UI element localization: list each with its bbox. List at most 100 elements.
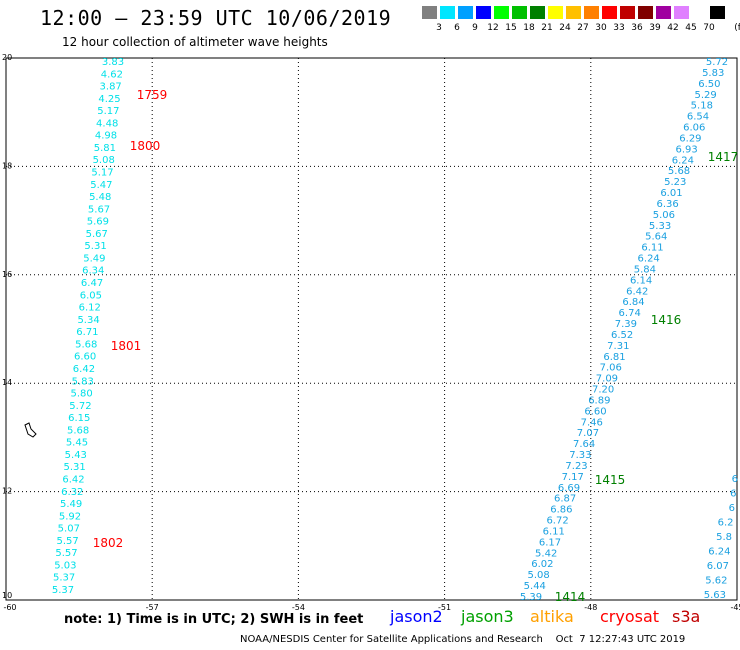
track-value: 6.87 bbox=[554, 494, 576, 505]
track-value: 6.14 bbox=[630, 275, 652, 286]
track-value: 5.49 bbox=[60, 499, 82, 510]
track-time-label: 1801 bbox=[111, 339, 142, 353]
track-value: 5.72 bbox=[706, 57, 728, 68]
lat-tick-label: 14 bbox=[2, 378, 12, 387]
legend-altika: altika bbox=[530, 607, 574, 626]
scale-swatch bbox=[422, 6, 437, 19]
lat-tick-label: 20 bbox=[2, 53, 12, 62]
track-value: 5.8 bbox=[716, 532, 732, 543]
scale-swatch bbox=[692, 6, 707, 19]
track-value: 5.44 bbox=[524, 581, 546, 592]
track-value: 7.33 bbox=[569, 450, 591, 461]
scale-swatch bbox=[566, 6, 581, 19]
track-value: 5.57 bbox=[55, 548, 77, 559]
track-value: 7.09 bbox=[596, 374, 618, 385]
page-subtitle: 12 hour collection of altimeter wave hei… bbox=[62, 35, 328, 49]
scale-label: 24 bbox=[559, 23, 571, 33]
track-value: 6.42 bbox=[73, 364, 95, 375]
track-value: 5.62 bbox=[705, 576, 727, 587]
track-value: 5.64 bbox=[645, 232, 667, 243]
track-value: 6.54 bbox=[687, 112, 709, 123]
track-value: 6.01 bbox=[660, 188, 682, 199]
track-value: 5.67 bbox=[88, 204, 110, 215]
legend-jason2: jason2 bbox=[390, 607, 443, 626]
track-value: 7.23 bbox=[565, 461, 587, 472]
track-value: 6.86 bbox=[550, 505, 572, 516]
track-time-label: 1414 bbox=[555, 590, 586, 604]
scale-swatch bbox=[638, 6, 653, 19]
track-value: 5.03 bbox=[54, 560, 76, 571]
lon-tick-label: -51 bbox=[438, 603, 451, 612]
scale-label: 30 bbox=[595, 23, 607, 33]
track-value: 7.31 bbox=[607, 341, 629, 352]
scale-label: 70 bbox=[703, 23, 715, 33]
track-value: 5.49 bbox=[83, 253, 105, 264]
track-value: 7.17 bbox=[562, 472, 584, 483]
track-value: 5.92 bbox=[59, 511, 81, 522]
track-value: 3.87 bbox=[100, 82, 122, 93]
track-value: 6.07 bbox=[707, 561, 729, 572]
track-value: 5.48 bbox=[89, 192, 111, 203]
lat-tick-label: 16 bbox=[2, 270, 12, 279]
track-value: 6.05 bbox=[80, 290, 102, 301]
track-value: 6.34 bbox=[82, 266, 104, 277]
track-time-label: 1417 bbox=[708, 150, 739, 164]
track-value: 5.37 bbox=[52, 585, 74, 596]
track-value: 6.17 bbox=[539, 537, 561, 548]
track-value: 4.98 bbox=[95, 131, 117, 142]
track-value: 5.37 bbox=[53, 573, 75, 584]
track-value: 5.29 bbox=[694, 90, 716, 101]
track-time-label: 1800 bbox=[130, 139, 161, 153]
track-value: 5.72 bbox=[69, 401, 91, 412]
track-value: 7.46 bbox=[581, 417, 603, 428]
track-value: 6.15 bbox=[68, 413, 90, 424]
track-value: 6.69 bbox=[558, 483, 580, 494]
track-value: 5.08 bbox=[93, 155, 115, 166]
scale-label: 9 bbox=[472, 23, 478, 33]
track-value: 5.33 bbox=[649, 221, 671, 232]
lon-tick-label: -57 bbox=[146, 603, 159, 612]
scale-label: 15 bbox=[505, 23, 517, 33]
scale-label: 3 bbox=[436, 23, 442, 33]
track-value: 6.84 bbox=[622, 297, 644, 308]
legend-s3a: s3a bbox=[672, 607, 701, 626]
track-value: 6.52 bbox=[611, 330, 633, 341]
track-value: 5.57 bbox=[57, 536, 79, 547]
track-value: 5.69 bbox=[87, 217, 109, 228]
track-value: 5.83 bbox=[72, 376, 94, 387]
scale-label: 21 bbox=[541, 23, 553, 33]
track-value: 6.42 bbox=[626, 286, 648, 297]
track-value: 7.07 bbox=[577, 428, 599, 439]
scale-swatch bbox=[458, 6, 473, 19]
track-value: 5.07 bbox=[58, 524, 80, 535]
footer-credit: NOAA/NESDIS Center for Satellite Applica… bbox=[240, 634, 686, 645]
track-value: 6.2 bbox=[718, 518, 734, 529]
track-value: 6.89 bbox=[588, 395, 610, 406]
lat-tick-label: 12 bbox=[2, 487, 12, 496]
track-value: 5.06 bbox=[653, 210, 675, 221]
page-title: 12:00 — 23:59 UTC 10/06/2019 bbox=[40, 6, 392, 30]
track-value: 5.84 bbox=[634, 264, 656, 275]
scale-swatch bbox=[476, 6, 491, 19]
scale-label: 6 bbox=[454, 23, 460, 33]
scale-label: 36 bbox=[631, 23, 643, 33]
scale-swatch bbox=[440, 6, 455, 19]
track-value: 6.36 bbox=[657, 199, 679, 210]
scale-swatch bbox=[674, 6, 689, 19]
scale-label: 18 bbox=[523, 23, 535, 33]
scale-label: 12 bbox=[487, 23, 499, 33]
track-value: 5.67 bbox=[86, 229, 108, 240]
scale-label: 42 bbox=[667, 23, 679, 33]
track-value: 5.17 bbox=[97, 106, 119, 117]
lon-tick-label: -60 bbox=[3, 603, 16, 612]
scale-swatch bbox=[530, 6, 545, 19]
track-value: 6.29 bbox=[679, 133, 701, 144]
track-value: 6.47 bbox=[81, 278, 103, 289]
track-value: 6.71 bbox=[76, 327, 98, 338]
lat-tick-label: 18 bbox=[2, 161, 12, 170]
track-value: 5.45 bbox=[66, 438, 88, 449]
track-value: 6.11 bbox=[543, 526, 565, 537]
track-value: 6.11 bbox=[641, 243, 663, 254]
track-value: 7.39 bbox=[615, 319, 637, 330]
